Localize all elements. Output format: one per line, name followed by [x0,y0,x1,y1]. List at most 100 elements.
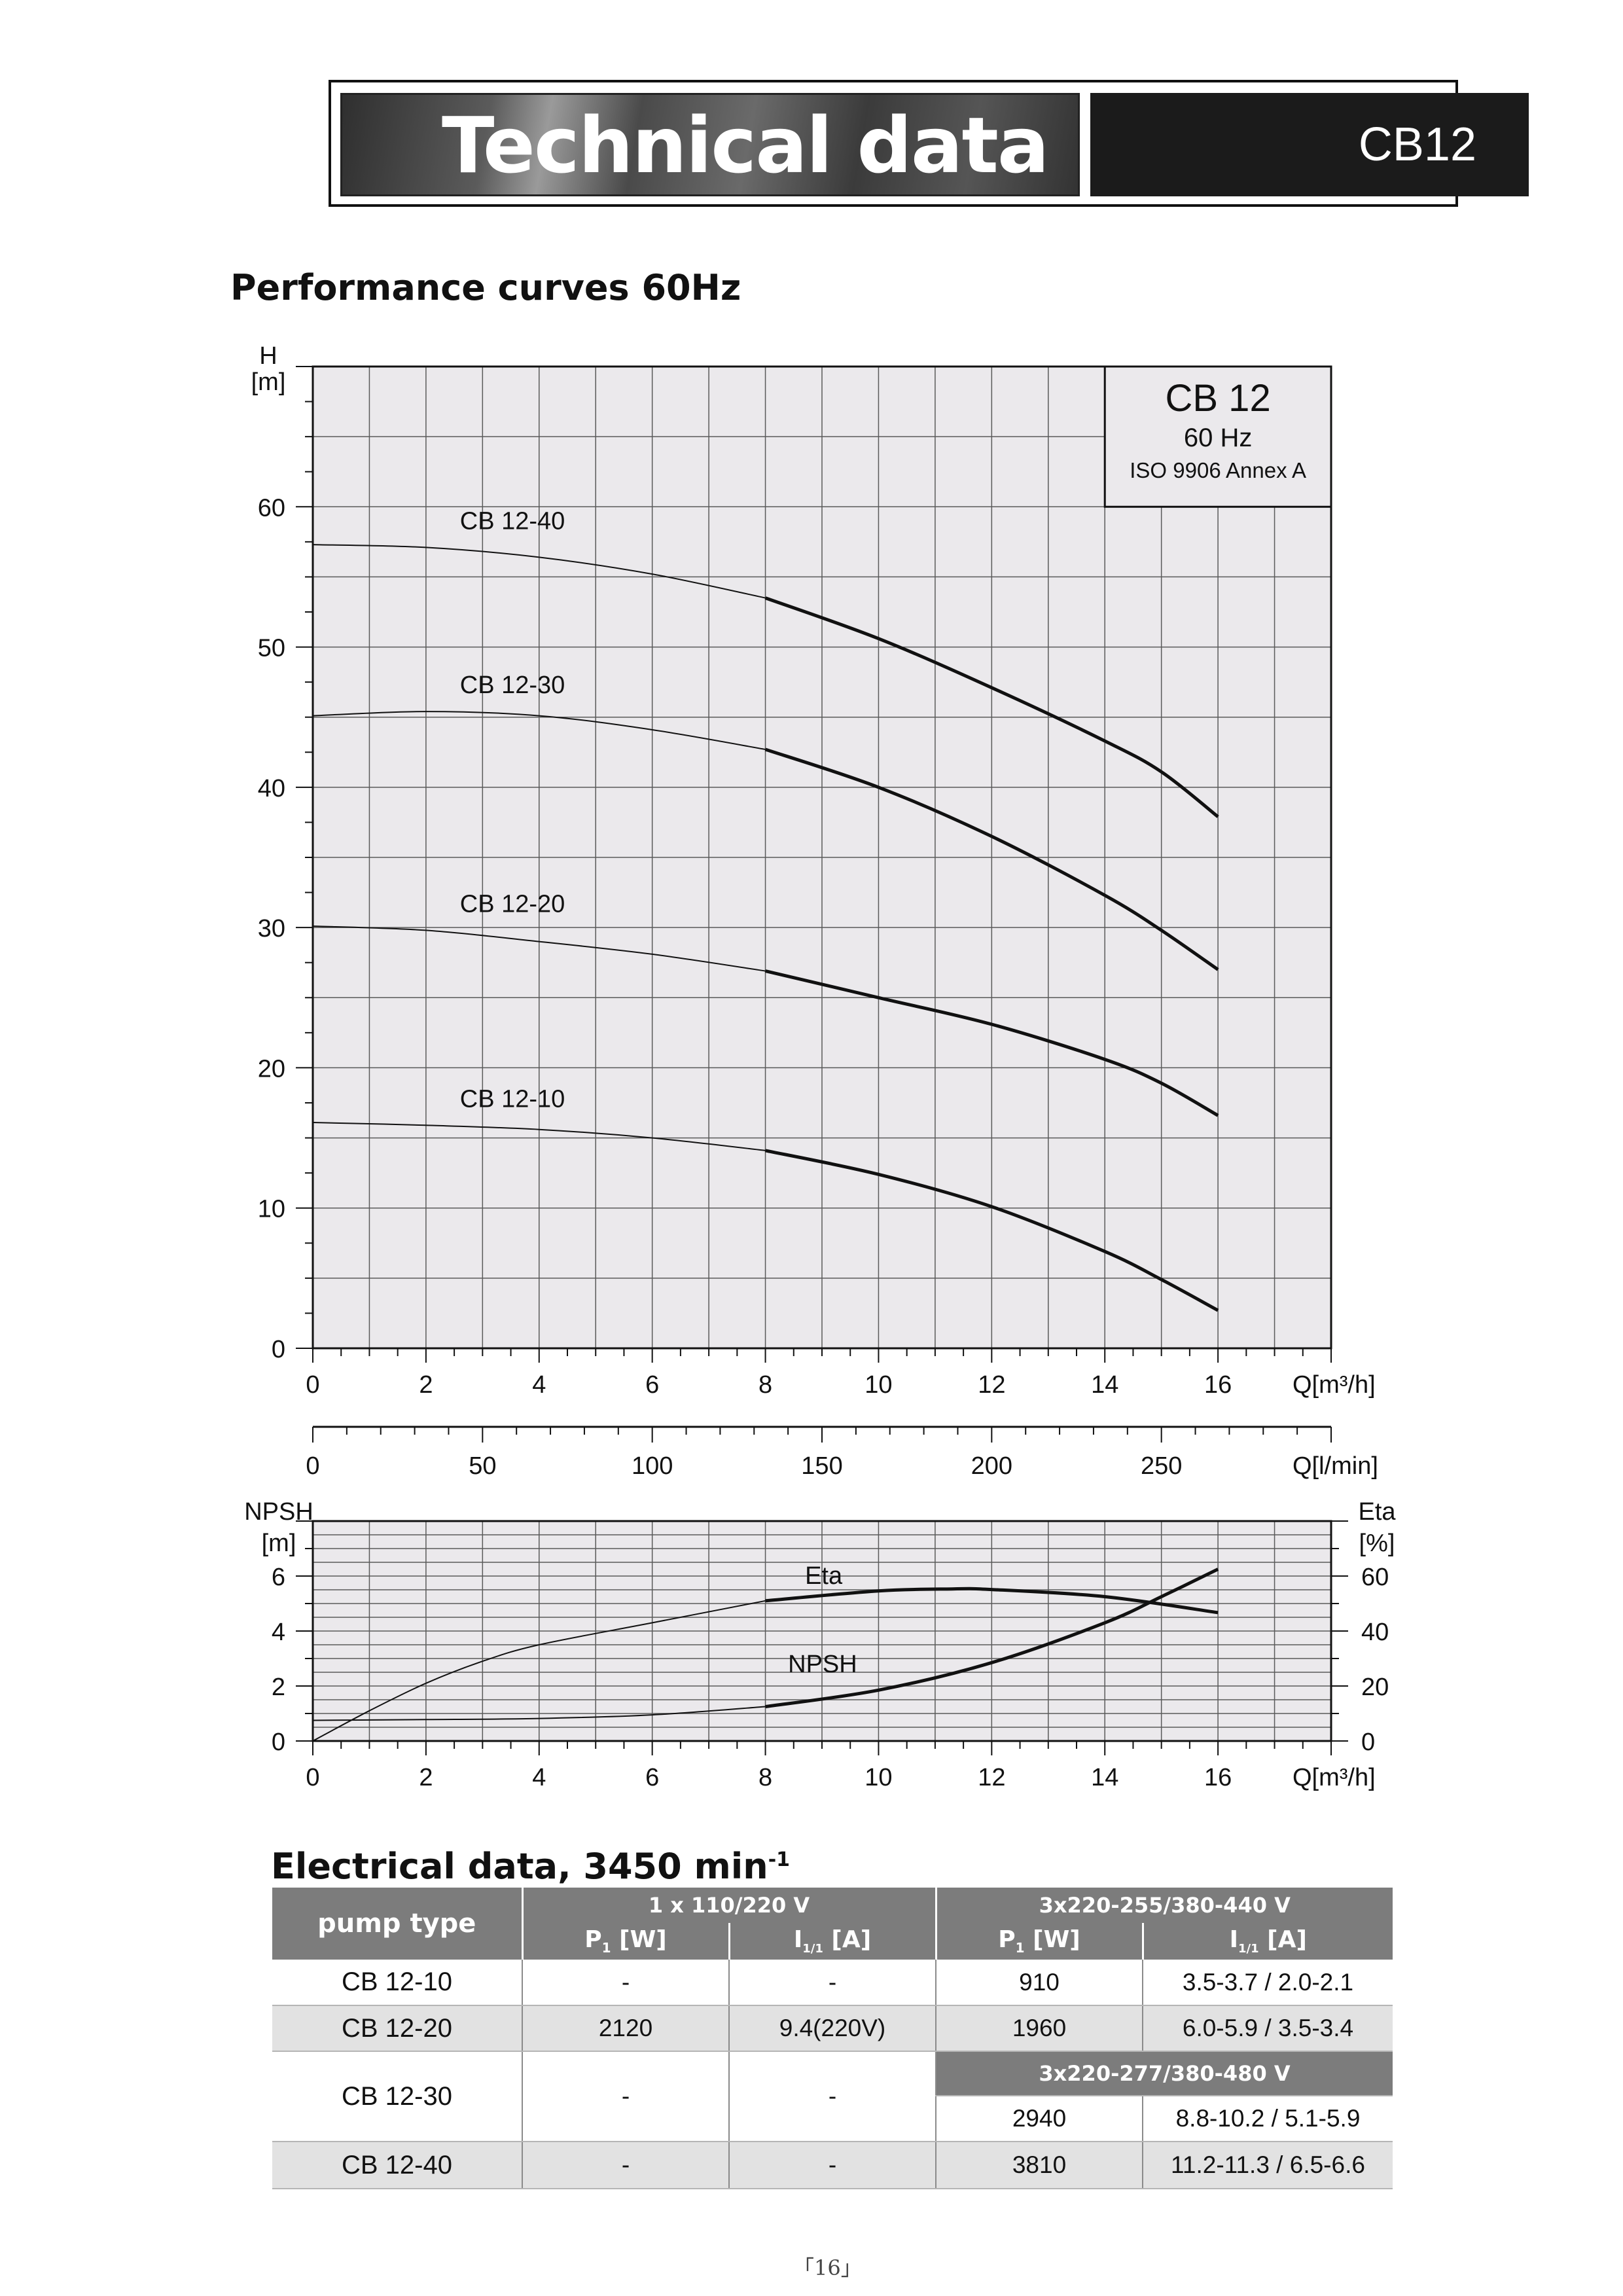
curve-thin-cb-12-20 [312,925,766,972]
flow-tick-label: 200 [971,1452,1012,1480]
x-tick-label: 6 [645,1764,659,1791]
table-row: CB 12-40 - - 3810 11.2-11.3 / 6.5-6.6 [272,2142,1393,2189]
y-right-tick-label: 0 [1361,1729,1375,1756]
x-tick-label: 14 [1091,1371,1118,1399]
y-left-tick-label: 6 [272,1564,285,1591]
pump-type-cell: CB 12-40 [272,2142,522,2189]
table-row: CB 12-20 2120 9.4(220V) 1960 6.0-5.9 / 3… [272,2005,1393,2052]
i3-cell: 8.8-10.2 / 5.1-5.9 [1142,2096,1393,2142]
p-sub: 1 [601,1940,611,1956]
pump-type-cell: CB 12-10 [272,1960,522,2006]
chart-subtitle: 60 Hz [1184,423,1253,452]
p-unit: [W] [611,1926,667,1954]
flow-tick-label: 100 [632,1452,673,1480]
x-tick-label: 16 [1204,1371,1232,1399]
p3-cell: 910 [935,1960,1143,2006]
curve-thin-cb-12-40 [312,544,766,599]
i-letter: I [1229,1926,1238,1954]
flow-tick-label: 250 [1141,1452,1182,1480]
x-tick-label: 16 [1204,1764,1232,1791]
curve-npsh [765,1568,1219,1708]
i-unit: [A] [1258,1926,1307,1954]
curve-thin-eta [312,1600,766,1742]
y-tick-label: 40 [258,775,285,802]
electrical-heading: Electrical data, 3450 min-1 [271,1846,790,1887]
x-axis-label: Q[m³/h] [1293,1371,1376,1399]
p3-cell: 1960 [935,2005,1143,2052]
x-tick-label: 12 [978,1764,1005,1791]
performance-heading: Performance curves 60Hz [230,267,741,308]
y-tick-label: 20 [258,1055,285,1083]
p-unit: [W] [1024,1926,1080,1954]
page-title: Technical data [442,100,1049,190]
i1-cell: 9.4(220V) [728,2005,936,2052]
p1-cell: 2120 [522,2005,729,2052]
x-tick-label: 0 [306,1371,319,1399]
electrical-table: pump type 1 x 110/220 V 3x220-255/380-44… [272,1888,1393,2189]
p1-header-a: P1 [W] [521,1923,729,1960]
electrical-heading-sup: -1 [768,1848,791,1871]
y-tick-label: 10 [258,1196,285,1223]
chart-title: CB 12 [1166,377,1271,420]
p3-cell: 2940 [935,2096,1143,2142]
x-tick-label: 2 [419,1371,433,1399]
x-tick-label: 4 [532,1371,546,1399]
p-sub: 1 [1015,1940,1025,1956]
i3-cell: 6.0-5.9 / 3.5-3.4 [1142,2005,1393,2052]
x-tick-label: 10 [865,1371,892,1399]
x-tick-label: 0 [306,1764,319,1791]
table-row: CB 12-10 - - 910 3.5-3.7 / 2.0-2.1 [272,1960,1393,2006]
flow-axis-label: Q[l/min] [1293,1452,1378,1480]
table-row: CB 12-30 - - 3x220-277/380-480 V [272,2051,1393,2142]
series-label: CB 12-20 [460,890,565,918]
y-left-tick-label: 2 [272,1674,285,1701]
curve-cb-12-40 [764,596,1219,818]
y-left-tick-label: 4 [272,1619,285,1646]
series-label: CB 12-10 [460,1085,565,1113]
x-tick-label: 8 [758,1371,772,1399]
i-header-a: I1/1 [A] [728,1923,936,1960]
header-model-panel: CB12 [1090,93,1529,196]
p1-cell: - [522,2142,729,2189]
x-tick-label: 14 [1091,1764,1118,1791]
y-left-axis-label: NPSH [m] [244,1498,313,1557]
curve-cb-12-30 [764,747,1219,971]
page-number: 「16」 [793,2255,862,2280]
flow-scale-axis: 0 50 100 150 200 250 Q[l/min] [306,1426,1378,1480]
i1-cell: - [728,2051,936,2142]
y-right-tick-label: 40 [1361,1619,1389,1646]
i-header-b: I1/1 [A] [1141,1923,1393,1960]
y-axis-label: H [m] [251,342,286,396]
curve-eta [765,1587,1219,1615]
i-sub: 1/1 [1238,1942,1259,1956]
pump-type-header: pump type [272,1888,522,1960]
table-row: 2940 8.8-10.2 / 5.1-5.9 [272,2096,1393,2142]
p-letter: P [584,1926,602,1954]
pump-type-cell: CB 12-30 [272,2051,522,2142]
p1-cell: - [522,2051,729,2142]
pump-type-cell: CB 12-20 [272,2005,522,2052]
y-right-tick-label: 20 [1361,1674,1389,1701]
group-1x-header: 1 x 110/220 V [521,1888,936,1923]
flow-tick-label: 150 [801,1452,842,1480]
i-unit: [A] [823,1926,872,1954]
header-title-panel: Technical data [340,93,1080,196]
group-3x-header: 3x220-255/380-440 V [935,1888,1393,1923]
series-label: CB 12-30 [460,672,565,699]
voltage-subheader: 3x220-277/380-480 V [935,2051,1393,2096]
i3-cell: 3.5-3.7 / 2.0-2.1 [1142,1960,1393,2006]
i3-cell: 11.2-11.3 / 6.5-6.6 [1142,2142,1393,2189]
p1-header-b: P1 [W] [935,1923,1143,1960]
x-tick-label: 10 [865,1764,892,1791]
curve-cb-12-20 [765,969,1219,1117]
chart-note: ISO 9906 Annex A [1130,458,1306,482]
curve-cb-12-10 [765,1149,1219,1312]
p-letter: P [998,1926,1016,1954]
series-label: CB 12-40 [460,507,565,535]
x-tick-label: 4 [532,1764,546,1791]
y-right-tick-label: 60 [1361,1564,1389,1591]
legend-box [1103,365,1332,508]
curve-thin-npsh [312,1706,766,1721]
